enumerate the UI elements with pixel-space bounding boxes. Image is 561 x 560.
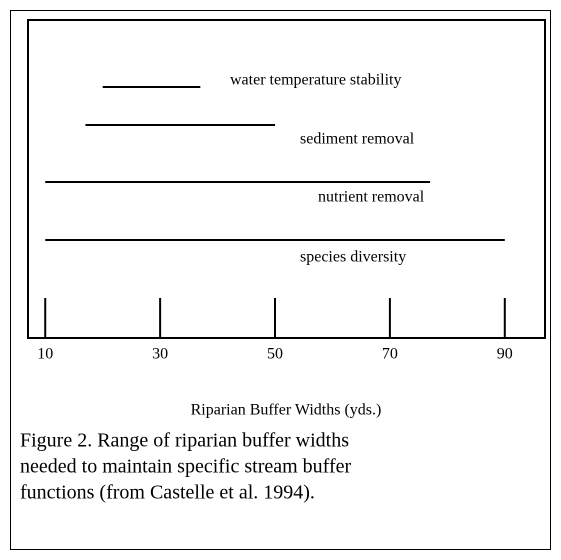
range-label: water temperature stability <box>230 72 401 89</box>
range-label: species diversity <box>300 249 406 266</box>
outer-frame <box>10 10 551 550</box>
range-label: nutrient removal <box>318 189 425 206</box>
x-tick-label: 50 <box>267 346 283 363</box>
x-tick-label: 90 <box>497 346 513 363</box>
caption-line: needed to maintain specific stream buffe… <box>20 456 352 478</box>
caption-line: functions (from Castelle et al. 1994). <box>20 482 315 504</box>
x-axis-title: Riparian Buffer Widths (yds.) <box>191 402 382 419</box>
range-label: sediment removal <box>300 131 415 148</box>
x-tick-label: 10 <box>37 346 53 363</box>
caption-line: Figure 2. Range of riparian buffer width… <box>20 430 349 452</box>
x-tick-label: 30 <box>152 346 168 363</box>
plot-frame <box>27 19 546 339</box>
x-tick-label: 70 <box>382 346 398 363</box>
